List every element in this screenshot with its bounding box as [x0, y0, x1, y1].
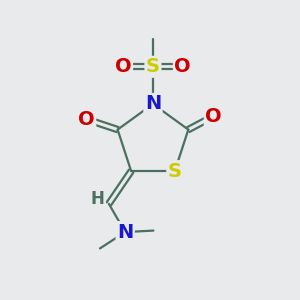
Text: H: H [91, 190, 104, 208]
Text: N: N [145, 94, 161, 113]
Text: S: S [146, 57, 160, 76]
Text: O: O [174, 57, 191, 76]
Text: O: O [205, 107, 222, 126]
Text: N: N [117, 223, 133, 242]
Text: S: S [168, 162, 182, 181]
Text: O: O [115, 57, 132, 76]
Text: O: O [78, 110, 95, 129]
